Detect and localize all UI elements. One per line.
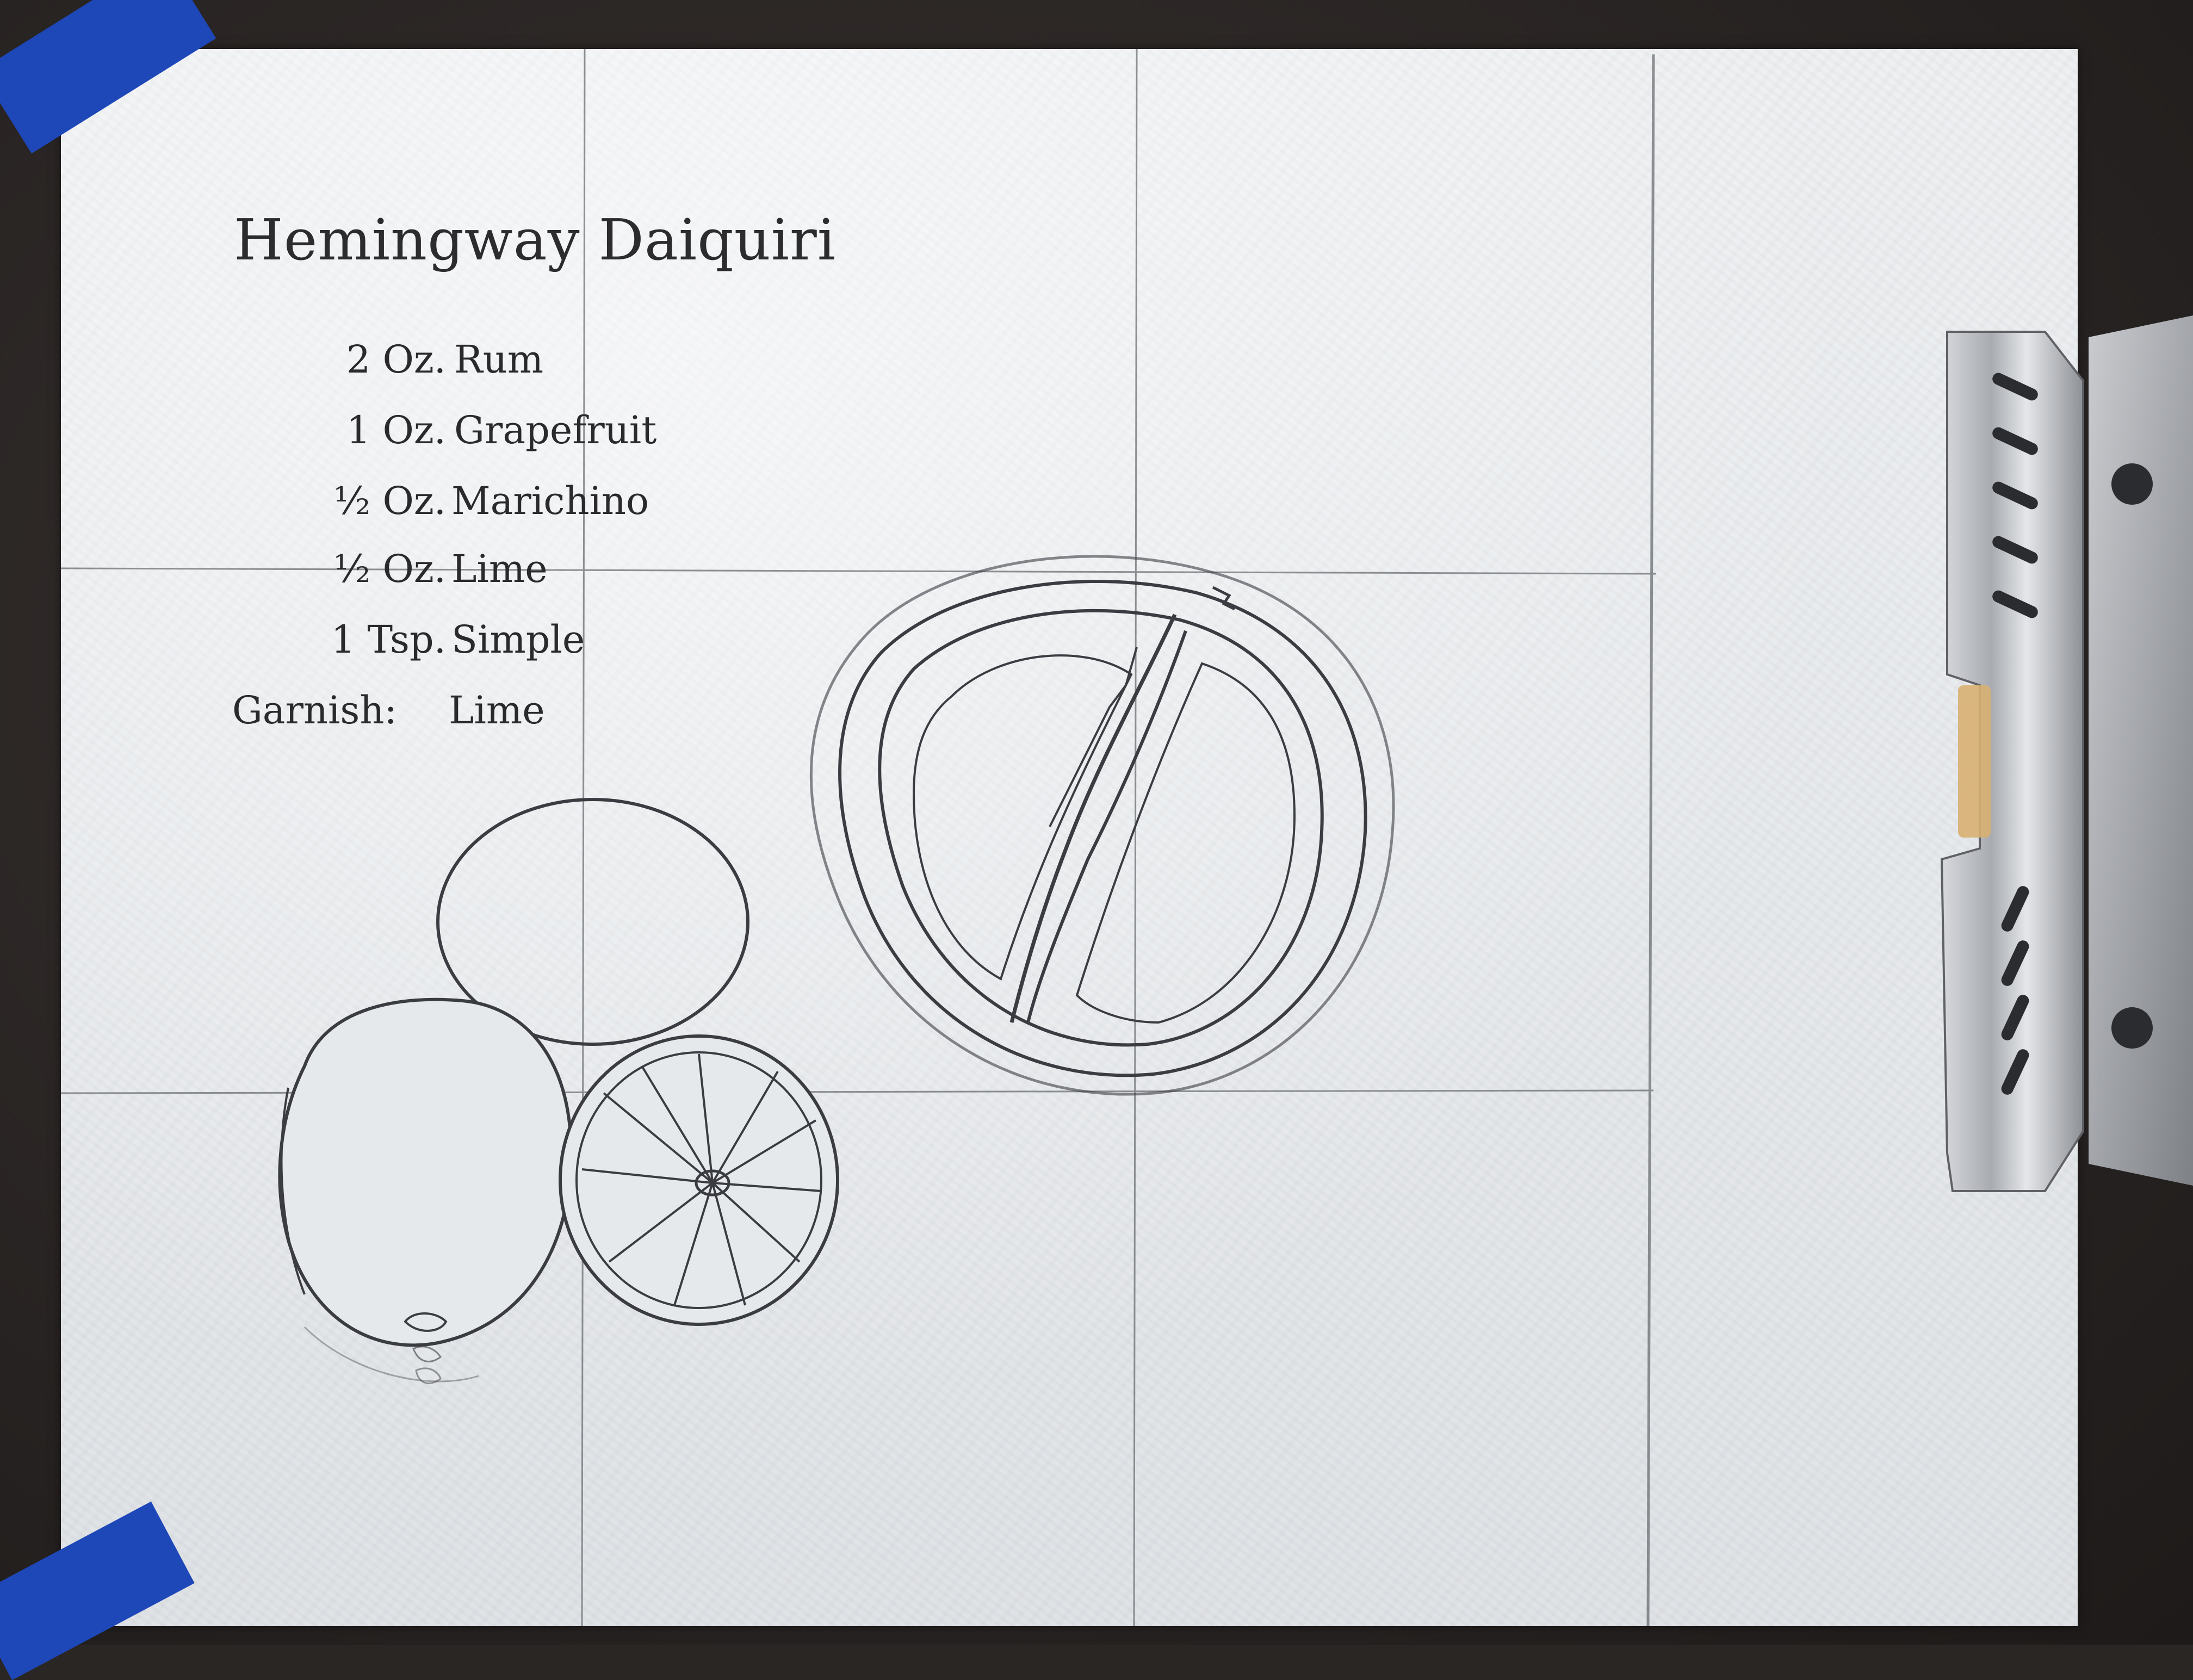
clipboard-clip-icon [0,0,2193,1645]
